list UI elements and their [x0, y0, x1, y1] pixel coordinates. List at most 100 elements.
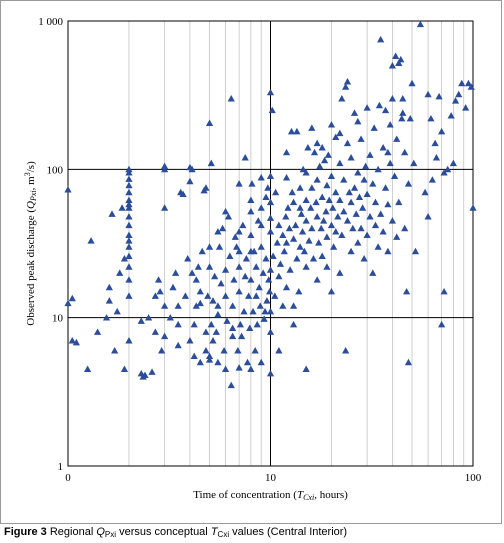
data-point-triangle	[338, 94, 346, 102]
data-point-triangle	[248, 180, 256, 187]
data-point-triangle	[181, 292, 190, 299]
data-point-triangle	[374, 165, 382, 173]
data-point-triangle	[282, 148, 291, 156]
data-point-triangle	[217, 279, 225, 287]
data-point-triangle	[397, 55, 405, 63]
data-point-triangle	[188, 269, 196, 276]
data-point-triangle	[357, 135, 365, 142]
data-point-triangle	[302, 365, 310, 372]
data-point-triangle	[377, 210, 385, 217]
data-point-triangle	[120, 255, 129, 262]
data-point-triangle	[438, 127, 446, 135]
x-axis-label-suffix: , hours)	[314, 489, 348, 501]
data-point-triangle	[313, 176, 321, 183]
data-point-triangle	[316, 162, 324, 170]
data-point-triangle	[374, 243, 382, 250]
data-point-triangle	[359, 204, 367, 211]
data-point-triangle	[302, 263, 310, 270]
data-point-triangle	[263, 297, 271, 304]
data-point-triangle	[141, 371, 149, 378]
data-point-triangle	[299, 165, 307, 173]
data-point-triangle	[161, 302, 169, 309]
data-point-triangle	[247, 365, 255, 372]
data-point-triangle	[214, 358, 222, 366]
data-point-triangle	[125, 263, 133, 270]
data-point-triangle	[154, 276, 163, 283]
data-point-triangle	[332, 133, 340, 140]
data-point-triangle	[253, 320, 261, 328]
caption-label: Figure 3	[4, 526, 47, 538]
data-point-triangle	[240, 307, 248, 315]
data-point-triangle	[384, 200, 392, 208]
x-axis-label-symbol: T	[297, 489, 304, 501]
data-point-triangle	[161, 162, 169, 170]
data-point-triangle	[289, 235, 298, 242]
data-point-triangle	[295, 287, 303, 295]
data-point-triangle	[202, 346, 210, 354]
data-point-triangle	[111, 346, 119, 354]
data-point-triangle	[282, 283, 291, 291]
data-point-triangle	[402, 287, 411, 295]
data-point-triangle	[271, 292, 279, 299]
data-point-triangle	[234, 346, 242, 354]
data-point-triangle	[392, 52, 400, 59]
data-point-triangle	[302, 196, 310, 204]
data-point-triangle	[411, 247, 420, 255]
data-point-triangle	[251, 346, 259, 354]
data-point-triangle	[282, 213, 290, 220]
data-point-triangle	[194, 263, 202, 270]
data-point-triangle	[401, 224, 409, 232]
figure-caption: Figure 3 Regional QPxi versus conceptual…	[4, 526, 347, 539]
data-point-triangle	[266, 198, 275, 206]
data-point-triangle	[172, 269, 180, 276]
data-point-triangle	[205, 243, 214, 250]
data-point-triangle	[343, 139, 352, 147]
data-point-triangle	[158, 346, 166, 354]
data-point-triangle	[266, 214, 275, 221]
data-point-triangle	[431, 139, 439, 147]
data-point-triangle	[462, 104, 470, 111]
data-point-triangle	[252, 292, 260, 299]
data-point-triangle	[398, 114, 406, 122]
data-point-triangle	[125, 204, 133, 211]
data-point-triangle	[125, 252, 133, 259]
data-point-triangle	[354, 117, 362, 125]
data-point-triangle	[302, 217, 310, 224]
data-point-triangle	[108, 210, 116, 217]
data-point-triangle	[289, 320, 298, 328]
data-point-triangle	[64, 186, 72, 193]
data-point-triangle	[428, 176, 436, 183]
data-point-triangle	[317, 224, 325, 232]
data-point-triangle	[296, 204, 304, 211]
data-point-triangle	[227, 381, 235, 389]
data-point-triangle	[214, 310, 222, 318]
caption-t-symbol: T	[210, 526, 218, 538]
data-point-triangle	[322, 207, 330, 215]
data-point-triangle	[247, 231, 255, 239]
data-point-triangle	[102, 314, 111, 321]
data-point-triangle	[232, 243, 241, 250]
data-point-triangle	[410, 159, 418, 167]
data-point-triangle	[211, 272, 219, 280]
data-point-triangle	[427, 114, 435, 122]
data-point-triangle	[113, 307, 121, 315]
data-point-triangle	[440, 169, 448, 176]
data-point-triangle	[289, 302, 298, 309]
y-axis-label-symbol: Q	[25, 201, 37, 209]
data-point-triangle	[304, 144, 312, 151]
data-point-triangle	[318, 193, 326, 200]
data-point-triangle	[220, 346, 228, 354]
data-point-triangle	[125, 175, 133, 182]
data-point-triangle	[247, 247, 255, 255]
data-point-triangle	[266, 228, 275, 235]
data-point-triangle	[366, 151, 374, 158]
data-point-triangle	[323, 233, 331, 240]
data-point-triangle	[279, 231, 287, 239]
data-point-triangle	[355, 193, 364, 200]
data-point-triangle	[247, 196, 255, 204]
data-point-triangle	[327, 172, 336, 180]
data-point-triangle	[388, 217, 397, 224]
data-point-triangle	[202, 184, 210, 191]
data-point-triangle	[204, 292, 212, 299]
caption-t-subscript: Cxi	[217, 530, 230, 539]
